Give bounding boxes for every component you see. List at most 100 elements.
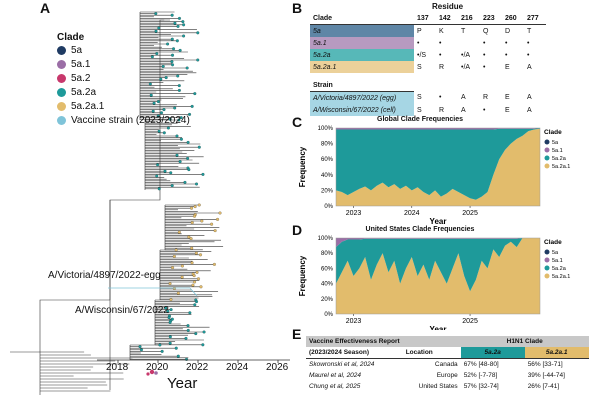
ve-location: Canada <box>434 361 458 368</box>
x-axis-label: Year <box>430 217 447 226</box>
residue-table: Residue Clade 137 142 216 223 260 277 5a P K T Q D… <box>310 2 546 116</box>
legend-label: Vaccine strain (2023/2024) <box>71 114 190 126</box>
residue-value: •/A <box>461 63 471 71</box>
y-tick-label: 100% <box>318 126 334 132</box>
residue-clade: 5a.2a.1 <box>310 61 414 73</box>
residue-value: •/S <box>417 51 427 59</box>
strain-value: A <box>461 94 466 102</box>
ve-clade-header: H1N1 Clade <box>506 338 543 345</box>
legend-label: 5a.2 <box>71 72 91 84</box>
ve-location: United States <box>418 383 458 390</box>
strain-value: • <box>439 94 442 102</box>
x-tick-label: 2024 <box>404 210 420 217</box>
ve-value-5a2a: 52% [-7-78] <box>463 372 498 379</box>
x-axis-label: Year <box>430 325 447 330</box>
area-series-5a-1 <box>336 128 540 130</box>
strain-value: A <box>527 94 532 102</box>
us-chart-title: United States Clade Frequencies <box>365 226 475 233</box>
residue-value: T <box>527 27 532 35</box>
strain-value: R <box>439 106 445 114</box>
vaccine-strain-line-cell <box>189 287 198 297</box>
residue-value: • <box>527 39 530 47</box>
legend-title: Clade <box>57 32 85 43</box>
ve-location: Europe <box>436 372 458 379</box>
strain-value: E <box>505 94 510 102</box>
residue-position: 216 <box>458 12 480 25</box>
clade-legend: Clade 5a 5a.1 5a.2 5a.2a 5a.2a.1 Vaccine stra… <box>57 32 190 127</box>
global-chart-title: Global Clade Frequencies <box>377 116 463 123</box>
strain-value: A <box>527 106 532 114</box>
tree-x-label: Year <box>167 375 198 392</box>
y-axis-label: Frequency <box>298 255 307 296</box>
chart-legend-swatch <box>544 265 550 271</box>
y-tick-label: 20% <box>321 188 334 194</box>
residue-position: 277 <box>524 12 546 25</box>
y-tick-label: 80% <box>321 142 334 148</box>
chart-legend-label: 5a <box>552 140 559 146</box>
residue-value: • <box>505 51 508 59</box>
x-tick-label: 2025 <box>462 318 478 325</box>
strain-name: A/Wisconsin/67/2022 (cell) <box>310 104 414 116</box>
area-series-5a-2a <box>336 128 540 200</box>
ve-value-5a2a1: 39% [-44-74] <box>527 372 565 379</box>
legend-swatch <box>57 73 66 83</box>
ve-title: Vaccine Effectiveness Report <box>309 338 400 345</box>
y-tick-label: 60% <box>321 157 334 163</box>
residue-value: E <box>505 63 510 71</box>
legend-item: 5a.2a <box>57 85 190 99</box>
chart-legend-label: 5a.2a.1 <box>552 274 570 280</box>
y-tick-label: 40% <box>321 282 334 288</box>
chart-legend-label: 5a.1 <box>552 258 563 264</box>
legend-item: 5a.2 <box>57 71 190 85</box>
strain-header: Strain <box>310 79 414 92</box>
global-frequency-chart: 0% 20% 40% 60% 80% 100% 2023 2024 2025 Year Freque… <box>298 126 570 226</box>
legend-label: 5a.2a.1 <box>71 100 105 112</box>
y-tick-label: 60% <box>321 266 334 272</box>
residue-position: 223 <box>480 12 502 25</box>
legend-swatch <box>57 59 66 69</box>
ve-study: Chung et al, 2025 <box>309 383 361 390</box>
residue-value: • <box>439 39 442 47</box>
chart-legend-label: 5a.2a <box>552 156 567 162</box>
chart-legend-swatch <box>544 273 550 279</box>
legend-item: 5a.1 <box>57 57 190 71</box>
area-series-5a-2a-1 <box>336 128 540 206</box>
strain-value: E <box>505 106 510 114</box>
area-series-5a-2a-1 <box>336 238 540 314</box>
residue-value: Q <box>483 27 489 35</box>
residue-value: •/A <box>461 51 471 59</box>
tree-x-tick: 2022 <box>186 362 209 373</box>
strain-value: S <box>417 94 422 102</box>
legend-swatch <box>57 101 66 111</box>
ve-value-5a2a: 67% [48-80] <box>463 361 499 368</box>
y-tick-label: 0% <box>324 204 333 210</box>
ve-season: (2023/2024 Season) <box>309 349 369 356</box>
legend-swatch <box>57 45 66 55</box>
legend-item: 5a <box>57 43 190 57</box>
chart-legend-swatch <box>544 147 550 153</box>
legend-label: 5a <box>71 44 83 56</box>
tree-x-tick: 2018 <box>106 362 129 373</box>
chart-legend-title: Clade <box>544 239 562 246</box>
strain-value: • <box>483 106 486 114</box>
residue-value: S <box>417 63 422 71</box>
legend-label: 5a.2a <box>71 86 97 98</box>
residue-header: Residue <box>432 2 464 11</box>
x-tick-label: 2023 <box>346 210 362 217</box>
residue-position: 142 <box>436 12 458 25</box>
y-tick-label: 0% <box>324 312 333 318</box>
legend-item: 5a.2a.1 <box>57 99 190 113</box>
y-tick-label: 40% <box>321 173 334 179</box>
chart-legend-label: 5a.1 <box>552 148 563 154</box>
y-tick-label: 100% <box>318 236 334 242</box>
ve-value-5a2a1: 56% [33-71] <box>527 361 563 368</box>
residue-value: A <box>527 63 532 71</box>
clade-header: Clade <box>310 12 414 25</box>
panel-c-label: C <box>292 114 303 130</box>
tree-x-tick: 2024 <box>226 362 249 373</box>
residue-value <box>458 37 480 49</box>
residue-clade: 5a <box>310 24 414 37</box>
x-tick-label: 2025 <box>462 210 478 217</box>
chart-legend-swatch <box>544 257 550 263</box>
chart-legend-swatch <box>544 249 550 255</box>
